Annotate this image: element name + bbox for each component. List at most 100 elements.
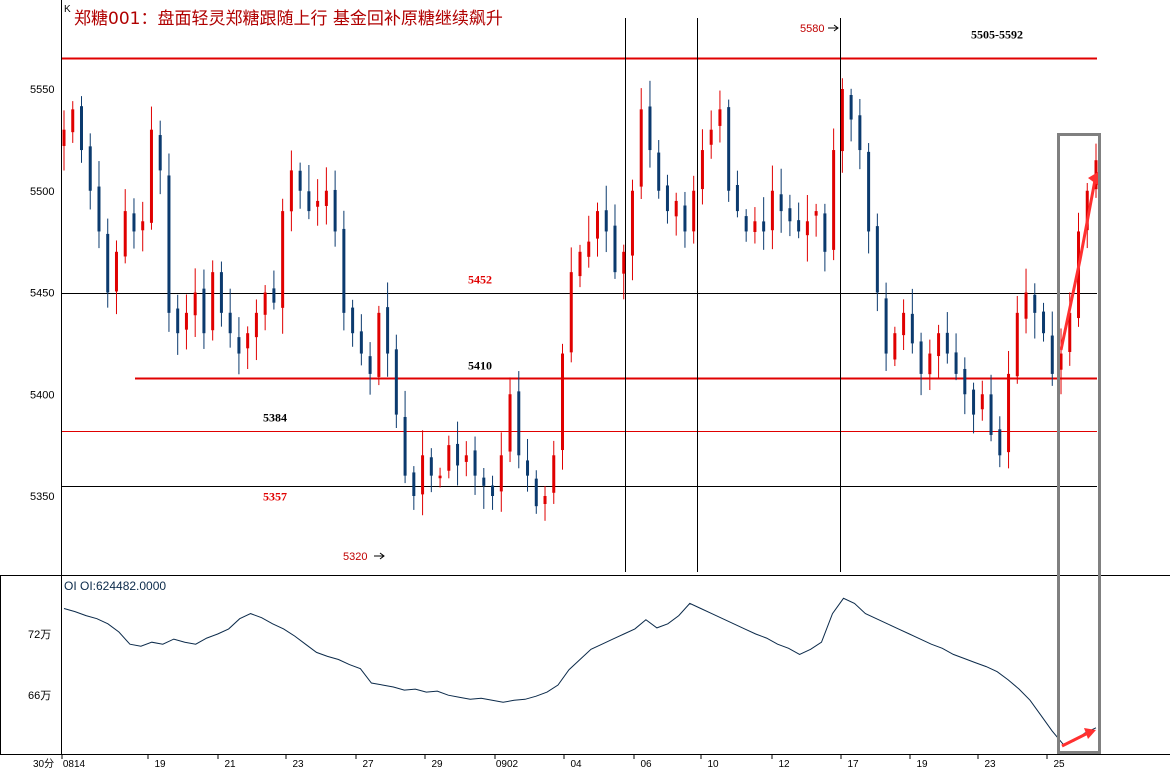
candle-body <box>972 389 976 415</box>
candle-body <box>158 135 162 171</box>
candle-body <box>937 333 941 357</box>
candle-body <box>438 475 442 479</box>
candle-body <box>342 228 346 313</box>
candle-body <box>805 221 809 236</box>
candle-body <box>71 109 75 133</box>
candle-body <box>1015 312 1019 377</box>
candle-body <box>797 220 801 232</box>
y-tick-label: 5450 <box>30 288 54 300</box>
candle-body <box>114 251 118 292</box>
candle-body <box>482 477 486 486</box>
candle-body <box>884 298 888 354</box>
candle-body <box>526 460 530 476</box>
candle-body <box>473 450 477 476</box>
candle-body <box>219 272 223 313</box>
candle-body <box>1007 373 1011 453</box>
candle-body <box>403 416 407 476</box>
candle-body <box>491 485 495 496</box>
candle-body <box>141 221 145 231</box>
level-label: 5384 <box>263 411 287 425</box>
candle-body <box>709 129 713 145</box>
candle-body <box>394 349 398 415</box>
candle-body <box>858 115 862 151</box>
candle-body <box>1033 294 1037 313</box>
oi-trend-arrow-head <box>1084 728 1096 739</box>
candle-body <box>534 478 538 507</box>
candle-body <box>246 333 250 349</box>
candle-body <box>648 106 652 151</box>
high-annotation-arrow <box>828 24 839 32</box>
candle-body <box>508 394 512 452</box>
corner-label: K <box>64 4 71 15</box>
candle-body <box>692 190 696 232</box>
candle-body <box>735 184 739 212</box>
level-lines: 5505-5592 5452 5410 5384 5357 <box>62 28 1097 504</box>
y-tick-label: 5350 <box>30 491 54 503</box>
candle-body <box>211 272 215 331</box>
oi-line <box>63 597 1097 745</box>
candle-body <box>867 151 871 232</box>
candle-body <box>1068 312 1072 352</box>
candle-body <box>744 216 748 232</box>
low-annotation-arrow <box>374 552 385 560</box>
candle-body <box>727 107 731 191</box>
vertical-markers <box>625 18 841 572</box>
y-tick-label: 5550 <box>30 84 54 96</box>
candle-body <box>193 292 197 316</box>
candle-body <box>377 312 381 377</box>
candle-body <box>386 307 390 354</box>
candle-body <box>657 152 661 191</box>
candle-body <box>552 455 556 493</box>
candle-body <box>753 221 757 232</box>
x-tick-label: 0902 <box>496 759 519 770</box>
candle-body <box>823 213 827 252</box>
candle-body <box>832 150 836 250</box>
x-tick-label: 29 <box>431 759 443 770</box>
candle-body <box>604 210 608 232</box>
candle-body <box>902 312 906 336</box>
level-label: 5357 <box>263 490 287 504</box>
oi-y-tick-label: 72万 <box>28 629 51 641</box>
candle-body <box>569 272 573 353</box>
x-tick-label: 19 <box>154 759 166 770</box>
candle-body <box>517 391 521 456</box>
candles <box>62 78 1098 521</box>
candle-body <box>665 185 669 212</box>
candle-body <box>97 186 101 232</box>
candle-body <box>954 352 958 374</box>
overlay: 5580 5320 <box>343 23 1101 754</box>
trend-arrow-line <box>1059 179 1097 351</box>
chart-title: 郑糖001：盘面轻灵郑糖跟随上行 基金回补原糖继续飙升 <box>74 9 503 29</box>
candle-body <box>893 333 897 360</box>
candle-body <box>762 221 766 232</box>
candle-body <box>989 394 993 435</box>
candle-body <box>167 175 171 313</box>
candle-body <box>963 368 967 395</box>
candle-body <box>263 292 267 315</box>
candle-body <box>1077 231 1081 319</box>
candle-body <box>630 190 634 256</box>
level-label: 5505-5592 <box>971 28 1023 42</box>
candle-body <box>543 496 547 505</box>
low-annotation: 5320 <box>343 551 367 563</box>
candle-body <box>683 205 687 232</box>
highlight-box <box>1057 133 1101 754</box>
candle-body <box>79 106 83 151</box>
candle-body <box>289 170 293 212</box>
candle-body <box>919 341 923 374</box>
candle-body <box>351 307 355 334</box>
candle-body <box>595 211 599 239</box>
oi-y-tick-label: 66万 <box>28 690 51 702</box>
candle-body <box>1042 311 1046 334</box>
candle-body <box>368 356 372 374</box>
candle-body <box>456 443 460 466</box>
candle-body <box>272 288 276 303</box>
candle-body <box>123 211 127 257</box>
trend-arrow-head <box>1088 172 1099 186</box>
candle-body <box>429 457 433 476</box>
level-label: 5452 <box>468 273 492 287</box>
candle-body <box>998 429 1002 456</box>
x-tick-label: 27 <box>362 759 374 770</box>
candle-body <box>421 455 425 495</box>
